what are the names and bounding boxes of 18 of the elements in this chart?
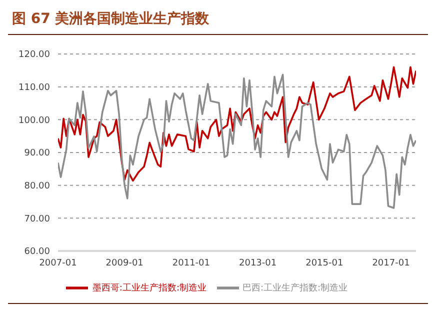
chart-title: 图 67 美洲各国制造业生产指数 [8, 8, 428, 35]
y-tick-label: 60.00 [24, 247, 50, 258]
x-tick-label: 2013-01 [239, 258, 277, 268]
x-tick-label: 2009-01 [106, 258, 144, 268]
y-tick-label: 120.00 [18, 50, 50, 60]
x-tick-label: 2015-01 [306, 258, 344, 268]
legend-label: 墨西哥:工业生产指数:制造业 [92, 283, 206, 294]
y-tick-label: 100.00 [18, 116, 50, 126]
line-series [58, 66, 416, 182]
x-tick-label: 2011-01 [172, 258, 210, 268]
legend-label: 巴西:工业生产指数:制造业 [242, 283, 348, 294]
y-tick-label: 70.00 [24, 214, 50, 224]
line-series [58, 74, 416, 209]
y-tick-label: 110.00 [18, 83, 50, 94]
y-tick-label: 90.00 [24, 148, 50, 159]
y-tick-label: 80.00 [24, 182, 50, 192]
x-tick-label: 2017-01 [372, 258, 410, 268]
x-tick-label: 2007-01 [39, 258, 77, 268]
